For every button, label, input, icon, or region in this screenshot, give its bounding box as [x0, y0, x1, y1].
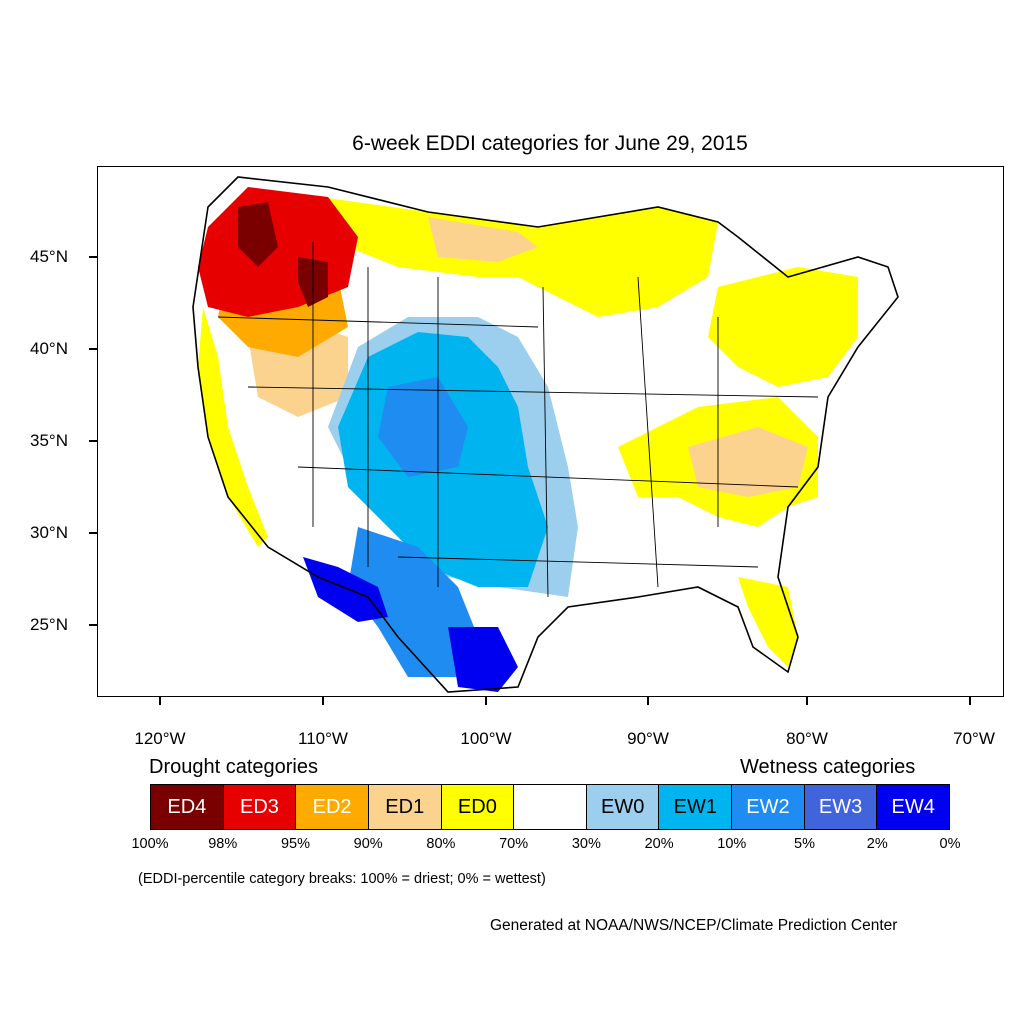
percentile-label: 30% — [571, 836, 601, 852]
lon-label: 80°W — [786, 729, 828, 748]
category-note: (EDDI-percentile category breaks: 100% =… — [138, 871, 546, 887]
lat-tick — [89, 440, 97, 442]
percentile-label: 20% — [644, 836, 674, 852]
lon-label: 110°W — [298, 729, 348, 748]
lat-tick — [89, 256, 97, 258]
lat-label: 30°N — [30, 523, 68, 542]
legend-cell-ed0: ED0 — [441, 785, 515, 829]
percentile-label: 90% — [353, 836, 383, 852]
lon-tick — [322, 697, 324, 705]
lon-label: 120°W — [134, 729, 186, 748]
eddi-map — [97, 166, 1004, 697]
map-title: 6-week EDDI categories for June 29, 2015 — [352, 132, 748, 155]
legend-cell-ed2: ED2 — [296, 785, 369, 829]
lon-tick — [485, 697, 487, 705]
percentile-label: 10% — [717, 836, 747, 852]
lat-label: 35°N — [30, 431, 68, 450]
legend-cell-neutral — [514, 785, 587, 829]
eddi-map-graphic — [192, 176, 899, 693]
lat-label: 25°N — [30, 615, 68, 634]
lon-tick — [647, 697, 649, 705]
legend-cell-ed4: ED4 — [151, 785, 224, 829]
percentile-label: 98% — [208, 836, 238, 852]
percentile-label: 0% — [939, 836, 961, 852]
percentile-label: 100% — [131, 836, 169, 852]
lon-tick — [806, 697, 808, 705]
legend-cell-ew0: EW0 — [586, 785, 660, 829]
drought-heading: Drought categories — [149, 756, 318, 778]
lon-label: 90°W — [627, 729, 669, 748]
lat-label: 45°N — [30, 247, 68, 266]
lon-tick — [969, 697, 971, 705]
lon-tick — [159, 697, 161, 705]
lon-label: 70°W — [953, 729, 995, 748]
legend-cell-ew3: EW3 — [804, 785, 878, 829]
lat-tick — [89, 348, 97, 350]
credit-text: Generated at NOAA/NWS/NCEP/Climate Predi… — [490, 917, 898, 934]
percentile-label: 2% — [866, 836, 888, 852]
wetness-heading: Wetness categories — [740, 756, 916, 778]
percentile-label: 80% — [426, 836, 456, 852]
percentile-label: 70% — [499, 836, 529, 852]
legend-color-bar: ED4 ED3 ED2 ED1 ED0 EW0 EW1 EW2 EW3 EW4 — [150, 784, 950, 830]
lat-tick — [89, 624, 97, 626]
legend-cell-ew1: EW1 — [659, 785, 733, 829]
legend-cell-ew4: EW4 — [877, 785, 950, 829]
lon-label: 100°W — [460, 729, 512, 748]
lat-label: 40°N — [30, 339, 68, 358]
lat-tick — [89, 532, 97, 534]
percentile-label: 5% — [794, 836, 816, 852]
legend-cell-ed1: ED1 — [368, 785, 442, 829]
percentile-label: 95% — [280, 836, 310, 852]
legend-cell-ew2: EW2 — [732, 785, 805, 829]
legend-cell-ed3: ED3 — [223, 785, 297, 829]
